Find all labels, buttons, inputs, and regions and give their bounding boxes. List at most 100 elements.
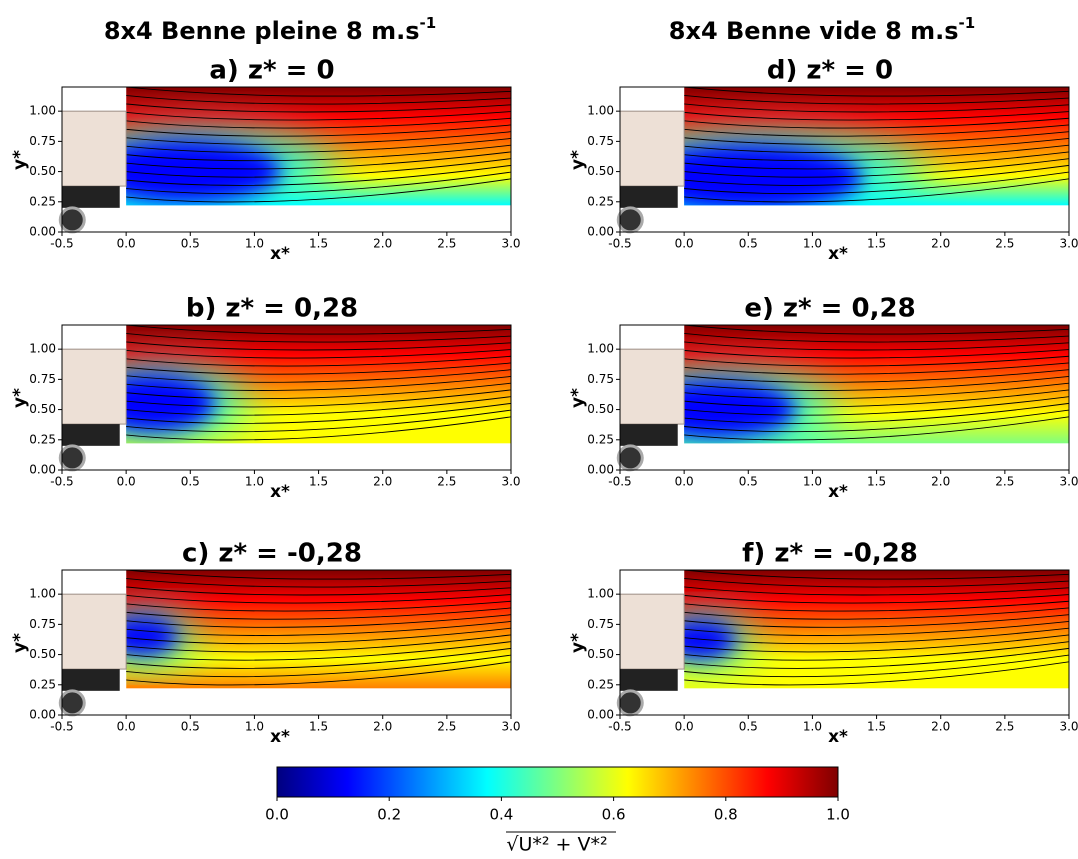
frame	[619, 569, 1070, 716]
truck-chassis	[62, 424, 120, 446]
y-tick-label: 1.00	[587, 342, 614, 356]
y-axis-label: y*	[10, 633, 30, 653]
x-tick-label: 0.0	[675, 237, 694, 251]
truck-chassis	[620, 186, 678, 208]
x-tick-label: 2.5	[437, 237, 456, 251]
streamline	[126, 382, 512, 400]
x-tick-label: 1.5	[867, 475, 886, 489]
colorbar-tick-label: 0.8	[714, 806, 738, 824]
y-axis-label: y*	[568, 633, 588, 653]
streamline	[126, 171, 512, 195]
y-tick-label: 0.75	[587, 617, 614, 631]
x-tick-label: 0.0	[675, 720, 694, 734]
y-tick-label: 0.50	[587, 164, 614, 178]
streamline	[684, 570, 1070, 580]
truck-box	[61, 593, 127, 670]
streamline	[684, 402, 1070, 424]
column-title: 8x4 Benne vide 8 m.s-1	[669, 14, 975, 46]
x-tick-label: 1.5	[867, 237, 886, 251]
x-tick-label: 1.0	[803, 475, 822, 489]
x-tick-label: 2.0	[931, 720, 950, 734]
x-tick-label: 0.0	[117, 237, 136, 251]
frame	[619, 324, 1070, 471]
x-tick-label: 1.5	[309, 720, 328, 734]
streamline	[684, 382, 1070, 400]
frame	[61, 324, 512, 471]
y-tick-label: 0.75	[587, 372, 614, 386]
y-tick-label: 0.00	[29, 463, 56, 477]
x-tick-label: 3.0	[501, 237, 520, 251]
colorbar-tick-label: 0.4	[489, 806, 513, 824]
panel-title: b) z* = 0,28	[186, 294, 358, 324]
y-tick-label: 1.00	[587, 587, 614, 601]
field	[126, 87, 512, 206]
y-tick-label: 0.00	[587, 463, 614, 477]
x-tick-label: 0.5	[181, 720, 200, 734]
streamline	[684, 164, 1070, 186]
streamline	[126, 362, 512, 375]
x-axis-label: x*	[828, 482, 848, 502]
x-tick-label: 1.5	[309, 475, 328, 489]
streamline	[684, 661, 1070, 686]
colorbar-tick-label: 1.0	[826, 806, 850, 824]
x-tick-label: 1.0	[803, 720, 822, 734]
streamline	[684, 375, 1070, 391]
streamline	[126, 95, 512, 105]
y-tick-label: 0.75	[587, 134, 614, 148]
x-tick-label: 0.0	[117, 475, 136, 489]
x-tick-label: 1.5	[309, 237, 328, 251]
frame	[619, 86, 1070, 233]
streamline	[126, 641, 512, 661]
y-tick-label: 0.00	[29, 225, 56, 239]
streamline	[684, 131, 1070, 145]
streamline	[126, 355, 512, 367]
x-tick-label: -0.5	[608, 720, 631, 734]
truck-box	[619, 110, 685, 187]
streamline	[126, 158, 512, 178]
streamline	[126, 131, 512, 145]
streamline	[684, 158, 1070, 178]
frame	[61, 569, 512, 716]
y-axis-label: y*	[10, 150, 30, 170]
streamline	[126, 349, 512, 359]
y-axis-label: y*	[568, 388, 588, 408]
x-axis-label: x*	[270, 727, 290, 747]
truck-wheel	[58, 689, 86, 717]
x-tick-label: 1.0	[245, 720, 264, 734]
x-tick-label: -0.5	[50, 475, 73, 489]
streamline	[684, 389, 1070, 408]
streamline	[126, 151, 512, 170]
streamline	[684, 416, 1070, 441]
colorbar-tick-label: 0.6	[602, 806, 626, 824]
truck-wheel	[616, 206, 644, 234]
field	[126, 325, 512, 444]
streamline	[684, 355, 1070, 367]
streamline	[684, 341, 1070, 351]
panel-title: f) z* = -0,28	[742, 539, 918, 569]
streamline	[126, 178, 512, 203]
y-tick-label: 0.25	[29, 677, 56, 691]
truck-wheel	[616, 689, 644, 717]
streamline	[126, 144, 512, 162]
streamline	[126, 369, 512, 383]
field	[684, 325, 1070, 444]
x-tick-label: -0.5	[608, 475, 631, 489]
truck-wheel	[616, 444, 644, 472]
x-tick-label: 0.5	[739, 720, 758, 734]
streamline	[684, 607, 1070, 620]
streamline	[126, 341, 512, 351]
x-tick-label: 3.0	[501, 475, 520, 489]
x-axis-label: x*	[828, 244, 848, 264]
y-tick-label: 0.25	[587, 194, 614, 208]
streamline	[684, 362, 1070, 375]
streamline	[126, 402, 512, 424]
streamline	[684, 396, 1070, 416]
panel-title: c) z* = -0,28	[182, 539, 362, 569]
x-tick-label: 0.5	[739, 475, 758, 489]
streamline	[126, 409, 512, 433]
y-tick-label: 0.75	[29, 617, 56, 631]
streamline	[684, 634, 1070, 653]
x-tick-label: 2.0	[373, 720, 392, 734]
streamline	[684, 117, 1070, 129]
